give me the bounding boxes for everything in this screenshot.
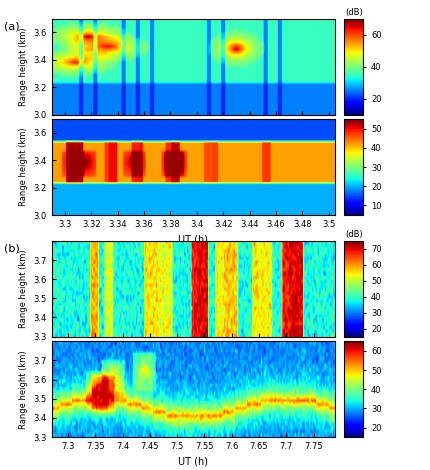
Y-axis label: Range height (km): Range height (km) [19, 27, 28, 106]
Y-axis label: Range height (km): Range height (km) [19, 250, 28, 328]
Y-axis label: Range height (km): Range height (km) [19, 128, 28, 206]
X-axis label: UT (h): UT (h) [178, 235, 209, 244]
Text: (b): (b) [4, 243, 20, 253]
Title: (dB): (dB) [345, 230, 362, 239]
Title: (dB): (dB) [345, 8, 362, 16]
Text: (a): (a) [4, 21, 20, 31]
Y-axis label: Range height (km): Range height (km) [19, 350, 28, 429]
X-axis label: UT (h): UT (h) [178, 456, 209, 467]
